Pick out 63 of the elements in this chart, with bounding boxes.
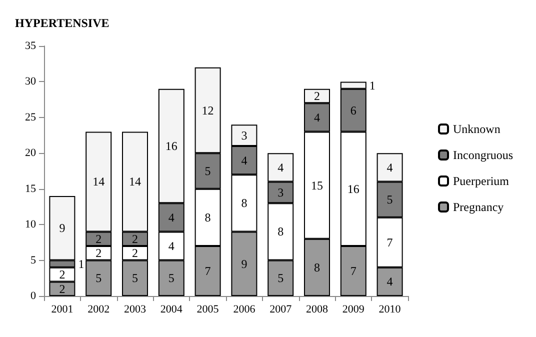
y-tick-label: 10 bbox=[25, 218, 36, 231]
data-label: 7 bbox=[204, 264, 211, 278]
data-label: 5 bbox=[278, 271, 284, 286]
y-tick-label: 25 bbox=[25, 111, 36, 124]
data-label: 16 bbox=[347, 182, 360, 196]
legend-label: Puerperium bbox=[453, 174, 510, 188]
data-label: 8 bbox=[241, 196, 248, 210]
data-label: 2 bbox=[59, 282, 66, 296]
y-tick-label: 35 bbox=[25, 40, 36, 52]
x-tick-label: 2010 bbox=[378, 304, 402, 316]
data-label: 2 bbox=[96, 232, 102, 246]
data-label: 15 bbox=[311, 178, 323, 192]
data-label: 6 bbox=[350, 103, 356, 118]
data-label: 4 bbox=[241, 153, 248, 168]
data-label: 8 bbox=[314, 260, 320, 274]
x-tick-label: 2002 bbox=[88, 304, 110, 316]
data-label: 2 bbox=[96, 246, 102, 260]
data-label: 5 bbox=[96, 271, 102, 286]
x-tick-label: 2006 bbox=[233, 304, 256, 316]
data-label: 3 bbox=[241, 128, 248, 142]
legend-label: Unknown bbox=[453, 122, 500, 136]
data-label: 4 bbox=[386, 160, 393, 174]
data-label: 14 bbox=[129, 174, 141, 189]
x-tick-label: 2007 bbox=[270, 304, 292, 316]
data-label: 1 bbox=[78, 256, 84, 271]
data-label: 12 bbox=[202, 103, 214, 118]
data-label: 5 bbox=[168, 271, 174, 286]
x-tick-label: 2003 bbox=[124, 304, 146, 316]
y-tick-label: 20 bbox=[25, 147, 36, 160]
y-tick-label: 30 bbox=[25, 76, 36, 88]
data-label: 2 bbox=[132, 246, 138, 260]
data-label: 4 bbox=[278, 160, 284, 174]
x-tick-label: 2001 bbox=[51, 304, 74, 316]
chart-title: HYPERTENSIVE bbox=[15, 16, 110, 30]
y-tick-label: 5 bbox=[30, 254, 36, 266]
data-label: 9 bbox=[241, 256, 248, 271]
data-label: 16 bbox=[165, 139, 178, 153]
data-label: 4 bbox=[168, 210, 174, 224]
data-label: 5 bbox=[132, 271, 138, 286]
data-label: 3 bbox=[278, 185, 284, 200]
data-label: 7 bbox=[350, 264, 356, 278]
data-label: 4 bbox=[314, 110, 320, 124]
x-tick-label: 2008 bbox=[306, 304, 328, 316]
data-label: 2 bbox=[59, 268, 66, 282]
data-label: 9 bbox=[59, 221, 66, 236]
data-label: 8 bbox=[278, 224, 284, 239]
y-tick-label: 0 bbox=[30, 290, 36, 302]
data-label: 5 bbox=[204, 164, 211, 178]
data-label: 2 bbox=[132, 232, 138, 246]
legend-label: Incongruous bbox=[453, 148, 514, 162]
data-label: 14 bbox=[92, 174, 105, 189]
data-label: 1 bbox=[369, 78, 376, 92]
data-label: 8 bbox=[204, 210, 211, 224]
data-label: 7 bbox=[386, 235, 393, 250]
data-label: 2 bbox=[314, 89, 320, 103]
data-label: 4 bbox=[168, 239, 174, 253]
data-label: 5 bbox=[386, 192, 393, 207]
y-tick-label: 15 bbox=[25, 182, 36, 195]
x-tick-label: 2005 bbox=[196, 304, 220, 316]
x-tick-label: 2004 bbox=[160, 304, 183, 316]
x-tick-label: 2009 bbox=[342, 304, 365, 316]
data-label: 4 bbox=[386, 274, 393, 289]
legend-label: Pregnancy bbox=[453, 200, 504, 214]
